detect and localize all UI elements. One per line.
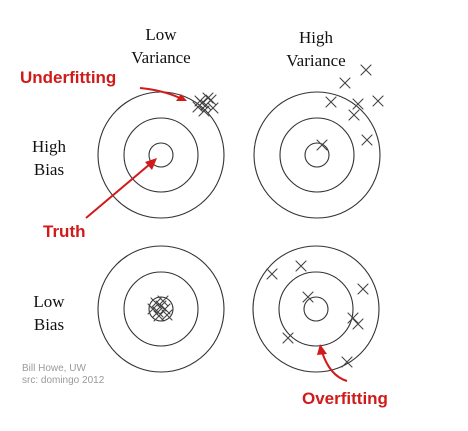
sample-cross-mark: [202, 92, 214, 104]
target-middle-ring: [278, 271, 354, 347]
target-outer-ring: [253, 91, 381, 219]
credit-author: Bill Howe, UW: [22, 363, 86, 374]
column-header-high-variance-line2: Variance: [286, 51, 345, 70]
sample-cross-mark: [207, 102, 219, 114]
sample-cross-mark: [339, 77, 351, 89]
sample-cross-mark: [150, 297, 162, 309]
target-middle-ring: [279, 117, 355, 193]
target-high-bias-high-variance: [253, 91, 381, 219]
overfitting-label: Overfitting: [302, 389, 388, 408]
row-header-high-bias-line1: High: [32, 137, 67, 156]
sample-cross-mark: [147, 303, 159, 315]
target-low-bias-high-variance: [252, 245, 380, 373]
sample-cross-mark: [295, 260, 307, 272]
sample-cross-mark: [325, 96, 337, 108]
underfitting-label: Underfitting: [20, 68, 116, 87]
target-bullseye: [148, 296, 174, 322]
sample-cross-mark: [348, 109, 360, 121]
sample-cross-mark: [266, 268, 278, 280]
target-high-bias-low-variance: [97, 91, 225, 219]
row-header-low-bias-line1: Low: [33, 292, 65, 311]
target-outer-ring: [97, 91, 225, 219]
target-bullseye: [303, 296, 329, 322]
sample-cross-mark: [352, 318, 364, 330]
sample-cross-mark: [302, 291, 314, 303]
sample-cross-mark: [282, 332, 294, 344]
column-header-low-variance-line1: Low: [145, 25, 177, 44]
underfitting-arrow: [139, 87, 187, 101]
target-middle-ring: [123, 117, 199, 193]
sample-cross-mark: [316, 139, 328, 151]
sample-cross-mark: [352, 98, 364, 110]
target-bullseye: [304, 142, 330, 168]
row-header-low-bias-line2: Bias: [34, 315, 64, 334]
sample-cross-mark: [205, 94, 217, 106]
sample-cross-mark: [341, 356, 353, 368]
sample-cross-mark: [155, 300, 167, 312]
truth-label: Truth: [43, 222, 86, 241]
sample-marks: [147, 64, 384, 368]
sample-cross-mark: [360, 64, 372, 76]
target-outer-ring: [97, 245, 225, 373]
sample-cross-mark: [153, 310, 165, 322]
target-middle-ring: [123, 271, 199, 347]
overfitting-arrow: [317, 344, 348, 382]
sample-cross-mark: [152, 306, 164, 318]
column-header-low-variance-line2: Variance: [131, 48, 190, 67]
truth-arrow: [85, 158, 157, 219]
row-header-high-bias-line2: Bias: [34, 160, 64, 179]
target-bullseye: [148, 142, 174, 168]
sample-cross-mark: [361, 134, 373, 146]
target-low-bias-low-variance: [97, 245, 225, 373]
sample-cross-mark: [372, 95, 384, 107]
sample-cross-mark: [357, 283, 369, 295]
sample-cross-mark: [196, 97, 208, 109]
column-header-high-variance-line1: High: [299, 28, 334, 47]
sample-cross-mark: [347, 312, 359, 324]
target-outer-ring: [252, 245, 380, 373]
credit-source: src: domingo 2012: [22, 375, 105, 386]
